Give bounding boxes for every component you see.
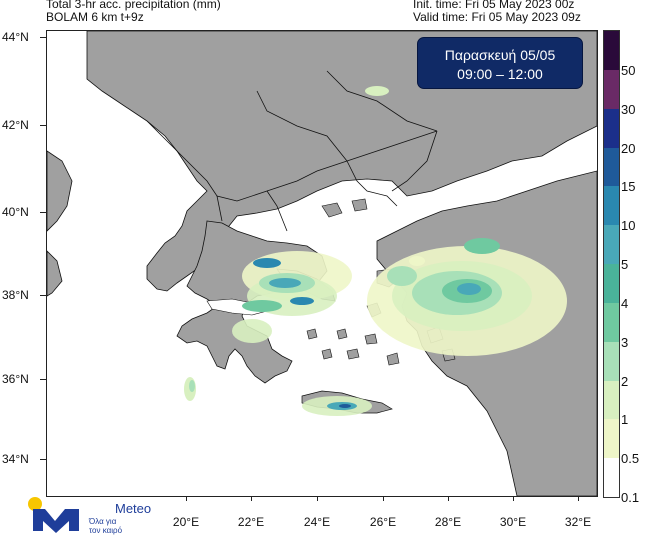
precipitation-field bbox=[184, 86, 567, 416]
precipitation-map bbox=[46, 30, 598, 497]
lon-label-20: 20°E bbox=[172, 515, 200, 529]
colorbar-segment bbox=[604, 31, 619, 70]
colorbar-label: 30 bbox=[621, 101, 636, 117]
logo-brand: Meteo bbox=[115, 501, 152, 516]
lat-label-44: 44°N bbox=[2, 30, 29, 44]
map-canvas bbox=[47, 31, 597, 496]
lat-tick bbox=[40, 212, 46, 213]
colorbar-label: 1 bbox=[621, 412, 629, 428]
colorbar-label: 0.1 bbox=[621, 490, 640, 505]
colorbar-label: 20 bbox=[621, 140, 636, 156]
map-title: Total 3-hr acc. precipitation (mm) bbox=[46, 0, 221, 11]
colorbar-segment bbox=[604, 147, 619, 187]
colorbar-label: 4 bbox=[621, 295, 629, 311]
colorbar-segment bbox=[604, 458, 619, 498]
lon-label-28: 28°E bbox=[434, 515, 462, 529]
lat-label-34: 34°N bbox=[2, 452, 29, 466]
lon-label-30: 30°E bbox=[499, 515, 527, 529]
lon-tick bbox=[317, 496, 318, 501]
colorbar-label: 0.5 bbox=[621, 451, 640, 467]
lon-tick bbox=[513, 496, 514, 501]
lon-label-22: 22°E bbox=[237, 515, 265, 529]
precipitation-colorbar bbox=[603, 30, 620, 498]
italy-south bbox=[47, 250, 63, 297]
forecast-day: Παρασκευή 05/05 bbox=[444, 47, 556, 63]
lat-label-42: 42°N bbox=[2, 118, 29, 132]
lat-tick bbox=[40, 379, 46, 380]
colorbar-label: 15 bbox=[621, 179, 636, 195]
lon-label-32: 32°E bbox=[564, 515, 592, 529]
lat-tick bbox=[40, 37, 46, 38]
meteo-logo: Meteo Όλα για τον καιρό bbox=[25, 495, 151, 535]
lon-label-24: 24°E bbox=[303, 515, 331, 529]
lat-label-40: 40°N bbox=[2, 205, 29, 219]
forecast-period-box: Παρασκευή 05/05 09:00 – 12:00 bbox=[417, 37, 583, 89]
logo-tagline-1: Όλα για bbox=[89, 517, 117, 526]
lon-label-26: 26°E bbox=[369, 515, 397, 529]
lat-tick bbox=[40, 295, 46, 296]
colorbar-segment bbox=[604, 69, 619, 109]
country-borders bbox=[146, 70, 438, 232]
model-subtitle: BOLAM 6 km t+9z bbox=[46, 10, 144, 24]
colorbar-segment bbox=[604, 225, 619, 265]
lon-tick bbox=[186, 496, 187, 501]
colorbar-label: 50 bbox=[621, 62, 636, 78]
valid-time: Valid time: Fri 05 May 2023 09z bbox=[413, 10, 581, 24]
colorbar-segment bbox=[604, 108, 619, 148]
lat-tick bbox=[40, 459, 46, 460]
italy-landmass bbox=[47, 150, 73, 232]
colorbar-segment bbox=[604, 186, 619, 226]
lat-label-38: 38°N bbox=[2, 288, 29, 302]
colorbar-segment bbox=[604, 419, 619, 459]
colorbar-segment bbox=[604, 302, 619, 342]
colorbar-segment bbox=[604, 341, 619, 381]
colorbar-segment bbox=[604, 380, 619, 420]
lat-label-36: 36°N bbox=[2, 372, 29, 386]
lon-tick bbox=[383, 496, 384, 501]
colorbar-label: 3 bbox=[621, 334, 629, 350]
lat-tick bbox=[40, 125, 46, 126]
meteo-m-icon bbox=[28, 497, 79, 533]
colorbar-label: 5 bbox=[621, 257, 629, 272]
lon-tick bbox=[251, 496, 252, 501]
logo-tagline-2: τον καιρό bbox=[89, 526, 123, 535]
colorbar-label: 2 bbox=[621, 373, 629, 389]
init-time: Init. time: Fri 05 May 2023 00z bbox=[413, 0, 575, 11]
forecast-time-range: 09:00 – 12:00 bbox=[457, 66, 543, 82]
lon-tick bbox=[448, 496, 449, 501]
colorbar-label: 10 bbox=[621, 218, 636, 234]
lon-tick bbox=[578, 496, 579, 501]
colorbar-segment bbox=[604, 264, 619, 303]
